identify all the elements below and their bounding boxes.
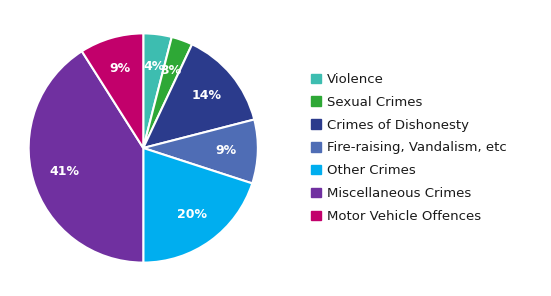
Wedge shape xyxy=(143,44,254,148)
Text: 20%: 20% xyxy=(177,208,207,221)
Wedge shape xyxy=(143,120,258,184)
Wedge shape xyxy=(143,148,252,263)
Text: 4%: 4% xyxy=(143,59,164,73)
Text: 9%: 9% xyxy=(110,62,131,75)
Text: 41%: 41% xyxy=(49,165,79,178)
Wedge shape xyxy=(82,33,143,148)
Wedge shape xyxy=(143,33,172,148)
Wedge shape xyxy=(143,37,192,148)
Legend: Violence, Sexual Crimes, Crimes of Dishonesty, Fire-raising, Vandalism, etc, Oth: Violence, Sexual Crimes, Crimes of Disho… xyxy=(307,69,511,227)
Wedge shape xyxy=(29,51,143,263)
Text: 3%: 3% xyxy=(161,64,182,77)
Text: 9%: 9% xyxy=(215,144,236,157)
Text: 14%: 14% xyxy=(192,89,222,102)
